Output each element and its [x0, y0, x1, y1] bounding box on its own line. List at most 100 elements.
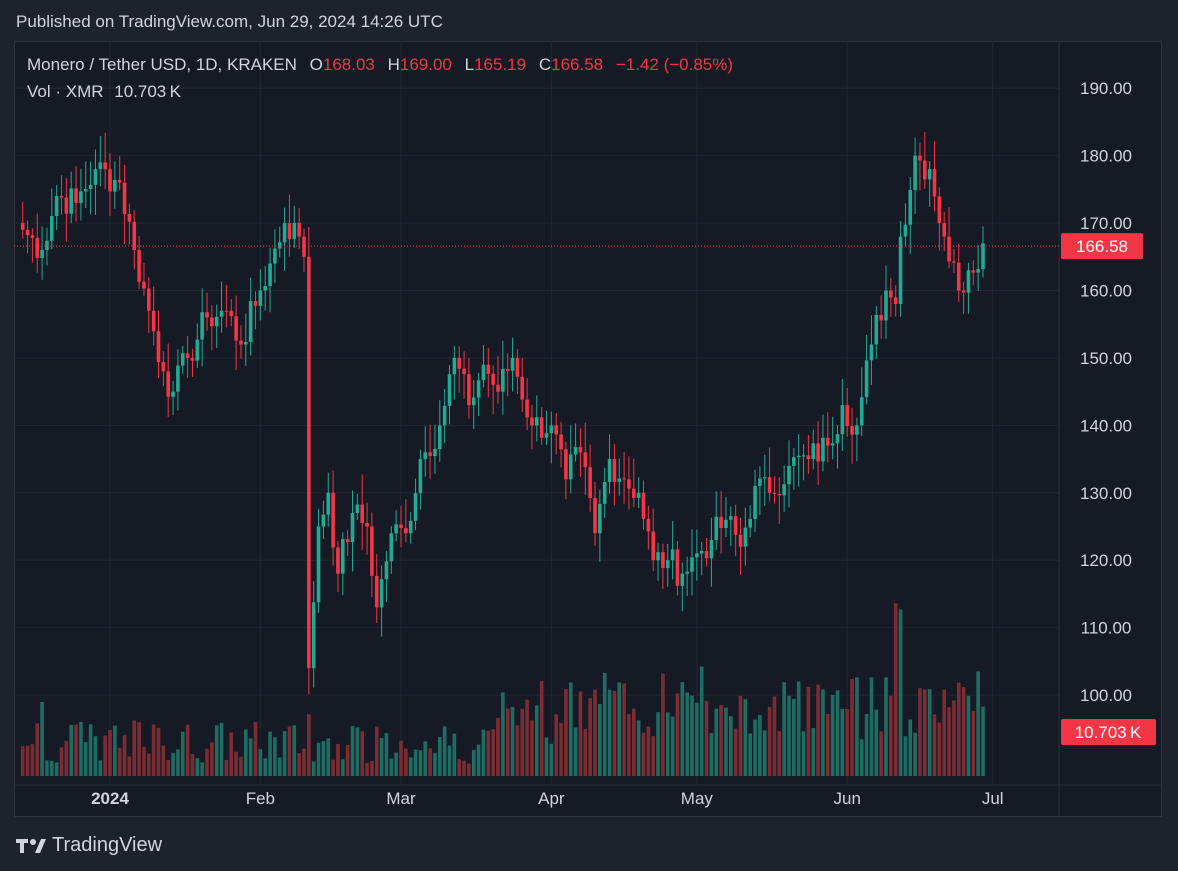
volume-bar — [520, 708, 525, 776]
candle-body — [554, 425, 558, 435]
candle-body — [345, 539, 350, 543]
candle-body — [835, 434, 840, 444]
candle-body — [180, 353, 185, 366]
tradingview-logo-icon — [16, 838, 46, 853]
last-volume-tag — [1061, 719, 1156, 745]
candle-body — [685, 571, 689, 574]
candle-body — [641, 492, 646, 519]
candle-body — [675, 549, 680, 586]
volume-bar — [35, 723, 40, 776]
volume-bar — [341, 759, 345, 776]
volume-bar — [210, 742, 214, 776]
chart-frame[interactable] — [14, 41, 1162, 817]
volume-bar — [879, 731, 883, 776]
volume-legend: Vol · XMR 10.703 K — [27, 82, 181, 102]
volume-bar — [93, 736, 98, 776]
candle-body — [772, 492, 777, 494]
candle-body — [35, 237, 40, 258]
symbol-label[interactable]: Monero / Tether USD, 1D, KRAKEN — [27, 55, 297, 74]
volume-bar — [79, 721, 83, 776]
volume-bar — [966, 695, 971, 776]
last-volume-tag-label: 10.703 K — [1075, 723, 1142, 742]
candle-body — [273, 248, 277, 264]
candle-body — [670, 549, 675, 561]
volume-bar — [738, 695, 743, 776]
volume-bar — [515, 725, 520, 776]
candle-body — [384, 561, 389, 580]
candle-body — [442, 405, 447, 426]
candle-body — [234, 316, 238, 341]
candle-body — [607, 459, 612, 482]
volume-bar — [801, 731, 806, 776]
candle-body — [263, 286, 267, 291]
candle-body — [122, 182, 127, 215]
candle-body — [598, 503, 602, 534]
candle-body — [219, 310, 224, 317]
volume-bar — [636, 720, 641, 776]
candle-body — [297, 222, 301, 237]
volume-bar — [622, 683, 626, 776]
volume-bar — [336, 743, 340, 776]
candle-body — [840, 405, 845, 435]
candle-body — [559, 434, 563, 450]
candle-body — [467, 374, 471, 406]
volume-bar — [811, 728, 816, 776]
volume-bar — [578, 691, 583, 776]
candle-body — [253, 301, 258, 306]
x-tick-label: Mar — [386, 789, 416, 808]
volume-bar — [195, 758, 200, 776]
candle-body — [30, 235, 35, 238]
volume-bar — [297, 753, 301, 776]
volume-bar — [137, 722, 141, 776]
x-tick-label: Apr — [538, 789, 565, 808]
candle-body — [505, 369, 510, 371]
candle-body — [549, 425, 554, 434]
candle-body — [796, 455, 801, 458]
candle-body — [908, 190, 913, 225]
candle-body — [811, 443, 816, 460]
y-tick-label: 170.00 — [1080, 214, 1132, 233]
volume-bar — [559, 722, 563, 776]
candle-body — [656, 552, 660, 561]
volume-bar — [413, 749, 418, 776]
volume-bar — [777, 731, 782, 776]
volume-bar — [447, 745, 452, 776]
candle-body — [510, 357, 515, 371]
candle-body — [602, 481, 607, 504]
candle-body — [331, 492, 335, 548]
candle-body — [942, 223, 946, 237]
volume-bar — [772, 696, 777, 776]
candle-body — [404, 528, 408, 534]
close-value: 166.58 — [551, 55, 604, 74]
volume-bar — [554, 714, 558, 776]
volume-label[interactable]: Vol · XMR — [27, 82, 104, 101]
candle-body — [636, 492, 641, 498]
published-caption: Published on TradingView.com, Jun 29, 20… — [16, 12, 443, 31]
volume-bar — [729, 716, 733, 776]
volume-bar — [627, 714, 631, 776]
candle-body — [214, 316, 219, 327]
candle-body — [850, 425, 854, 435]
volume-bar — [903, 736, 908, 776]
candle-body — [680, 573, 685, 586]
candle-body — [438, 425, 442, 450]
volume-bar — [239, 756, 243, 776]
volume-bar — [486, 730, 491, 776]
volume-bar — [176, 749, 180, 776]
candle-body — [826, 437, 830, 446]
volume-bar — [588, 698, 592, 776]
volume-bar — [680, 682, 685, 776]
candle-body — [869, 344, 874, 361]
candlestick-chart[interactable]: 190.00 180.00 170.00 160.00 150.00 140.00 130.… — [14, 41, 1162, 817]
volume-bar — [782, 682, 786, 776]
volume-bar — [404, 748, 408, 776]
candle-body — [423, 452, 428, 460]
candle-body — [108, 169, 112, 192]
volume-bar — [661, 673, 665, 776]
volume-bar — [127, 756, 132, 776]
candle-body — [336, 547, 340, 574]
volume-bar — [234, 751, 238, 776]
volume-bar — [593, 689, 597, 776]
x-tick-label: Jul — [982, 789, 1004, 808]
volume-bar — [345, 744, 350, 776]
